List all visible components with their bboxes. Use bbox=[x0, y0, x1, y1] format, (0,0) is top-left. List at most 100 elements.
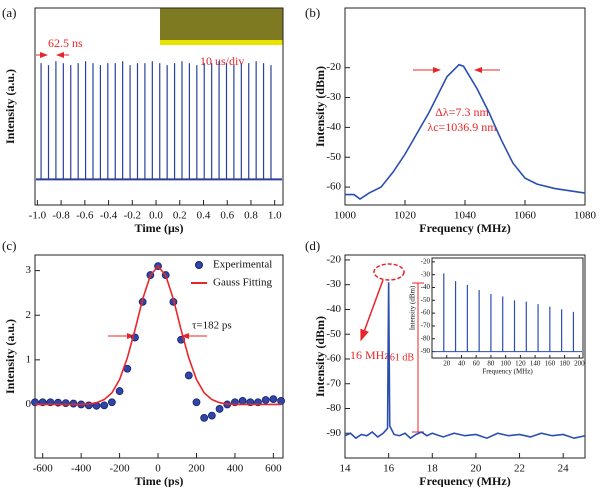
marker bbox=[61, 399, 70, 408]
chart: 14 16 18 20 22 24 -90 -80 -70 -60 -50 -40 -30 -20 Freq… bbox=[305, 238, 586, 488]
x-tick-label: 14 bbox=[340, 463, 352, 475]
marker bbox=[207, 411, 216, 420]
panel-d-decor: 16 MHz 61 dB bbox=[350, 263, 424, 433]
x-tick-label: -0.4 bbox=[100, 210, 118, 222]
panel-label: (a) bbox=[2, 5, 16, 20]
plot-frame bbox=[34, 7, 284, 206]
x-tick-label: 24 bbox=[558, 463, 570, 475]
annotation: 16 MHz bbox=[350, 348, 390, 362]
y-tick-label: -50 bbox=[326, 151, 341, 163]
panel-c-decor: τ=182 ps bbox=[108, 320, 232, 339]
marker bbox=[107, 398, 116, 407]
plot-frame bbox=[344, 254, 586, 459]
marker bbox=[238, 396, 247, 405]
y-tick-label: -60 bbox=[326, 181, 341, 193]
y-tick-label: -60 bbox=[421, 309, 431, 317]
x-tick-label: 16 bbox=[383, 463, 395, 475]
x-tick-label: 0.8 bbox=[244, 210, 258, 222]
marker bbox=[192, 398, 201, 407]
y-tick-label: -40 bbox=[326, 121, 341, 133]
y-tick-label: -20 bbox=[421, 257, 431, 265]
y-axis-title: Intensity (dBm) bbox=[313, 66, 327, 147]
x-tick-label: 0.6 bbox=[220, 210, 234, 222]
annotation: Δλ=7.3 nm bbox=[435, 105, 489, 119]
y-tick-label: -50 bbox=[326, 328, 341, 340]
annotation: λc=1036.9 nm bbox=[427, 120, 497, 134]
annotation: τ=182 ps bbox=[192, 320, 232, 332]
inset-background bbox=[432, 258, 583, 358]
y-tick-label: 2 bbox=[26, 309, 32, 321]
x-tick-label: 0.0 bbox=[149, 210, 163, 222]
x-axis-title: Frequency (MHz) bbox=[419, 474, 510, 487]
plot-frame bbox=[431, 257, 584, 359]
y-tick-label: -70 bbox=[326, 377, 341, 389]
y-tick-label: -40 bbox=[326, 303, 341, 315]
chart: 1000 1020 1040 1060 1080 -60 -50 -40 -30 -20 Frequ… bbox=[305, 5, 597, 235]
chart: -600 -400 -200 0 200 400 600 0 1 2 3 Time (ps) Inten… bbox=[2, 238, 285, 488]
series-line bbox=[344, 282, 586, 440]
x-tick-label: 18 bbox=[427, 463, 439, 475]
legend-label: Gauss Fitting bbox=[213, 277, 272, 289]
marker bbox=[277, 396, 285, 405]
marker bbox=[269, 395, 278, 404]
x-tick-label: 140 bbox=[530, 360, 541, 368]
x-tick-label: 1.0 bbox=[268, 210, 282, 222]
x-tick-label: 600 bbox=[265, 463, 282, 475]
x-tick-label: 20 bbox=[470, 463, 482, 475]
x-tick-label: -200 bbox=[110, 463, 131, 475]
x-tick-label: 1060 bbox=[514, 210, 537, 222]
annotation: 61 dB bbox=[390, 352, 415, 363]
x-tick-label: 40 bbox=[458, 360, 466, 368]
y-tick-label: 1 bbox=[26, 353, 32, 365]
y-tick-label: -50 bbox=[421, 296, 431, 304]
x-axis-title: Time (μs) bbox=[135, 221, 184, 235]
x-tick-label: 180 bbox=[559, 360, 570, 368]
series-line bbox=[35, 264, 282, 406]
y-tick-label: -20 bbox=[326, 253, 341, 265]
x-tick-label: 120 bbox=[515, 360, 526, 368]
x-tick-label: -0.8 bbox=[52, 210, 70, 222]
y-tick-label: -70 bbox=[421, 322, 431, 330]
y-axis-title: Intensity (dBm) bbox=[409, 285, 417, 330]
x-tick-label: -400 bbox=[71, 463, 92, 475]
x-tick-label: 100 bbox=[500, 360, 511, 368]
x-tick-label: 0.4 bbox=[197, 210, 211, 222]
y-tick-label: -80 bbox=[326, 402, 341, 414]
marker bbox=[69, 399, 78, 408]
chart: -1.0 -0.8 -0.6 -0.4 -0.2 0.0 0.2 0.4 0.6 0.8 1.0 Ti… bbox=[2, 5, 284, 235]
x-axis-title: Time (ps) bbox=[135, 474, 184, 487]
scope-image bbox=[160, 8, 283, 45]
x-tick-label: 0.2 bbox=[173, 210, 187, 222]
panel-a-decor: 62.5 ns 10 us/div bbox=[36, 8, 283, 68]
y-tick-label: 0 bbox=[26, 398, 32, 410]
y-tick-label: -20 bbox=[326, 61, 341, 73]
y-tick-label: -30 bbox=[421, 270, 431, 278]
x-tick-label: 400 bbox=[227, 463, 244, 475]
annotation: 10 us/div bbox=[200, 54, 244, 68]
y-tick-label: -80 bbox=[421, 334, 431, 342]
x-tick-label: 80 bbox=[487, 360, 495, 368]
chart: 20 40 60 80 100 120 140 160 180 200 -90 -80 -70 -60 -5… bbox=[409, 257, 585, 375]
x-tick-label: 0 bbox=[155, 463, 161, 475]
y-tick-label: -90 bbox=[421, 347, 431, 355]
panel-label: (c) bbox=[2, 238, 16, 253]
peak-highlight bbox=[373, 263, 405, 281]
x-tick-label: -0.6 bbox=[76, 210, 94, 222]
marker bbox=[200, 413, 209, 422]
x-tick-label: 160 bbox=[545, 360, 556, 368]
scope-trace bbox=[160, 40, 283, 45]
x-tick-label: 200 bbox=[574, 360, 585, 368]
marker bbox=[261, 396, 270, 404]
x-axis-title: Frequency (MHz) bbox=[419, 221, 510, 235]
x-tick-label: -0.2 bbox=[124, 210, 141, 222]
x-tick-label: 22 bbox=[514, 463, 525, 475]
legend-label: Experimental bbox=[213, 259, 272, 271]
annotation: 62.5 ns bbox=[48, 36, 83, 50]
x-tick-label: -600 bbox=[33, 463, 54, 475]
y-tick-label: 3 bbox=[26, 264, 32, 276]
x-tick-label: 60 bbox=[473, 360, 481, 368]
x-tick-label: -1.0 bbox=[29, 210, 47, 222]
marker bbox=[184, 371, 193, 380]
marker bbox=[100, 401, 109, 410]
